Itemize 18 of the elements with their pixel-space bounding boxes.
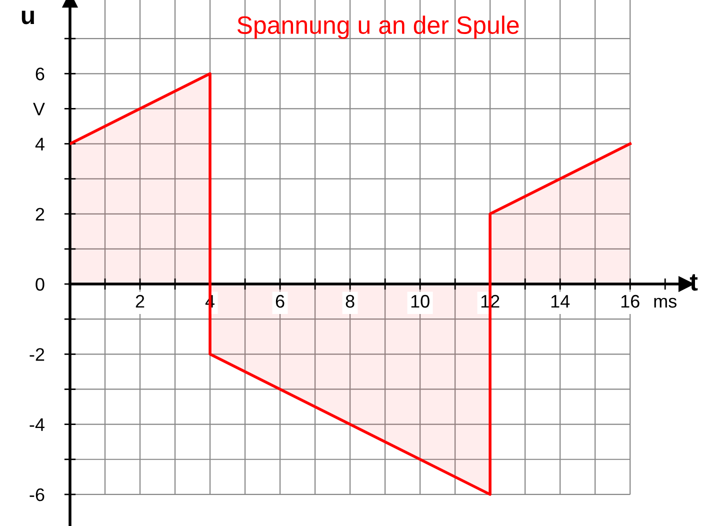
y-tick-label: -6: [30, 488, 44, 502]
x-tick-label: 6: [276, 294, 284, 308]
x-axis-title: t: [690, 274, 698, 291]
x-tick-label: ms: [654, 298, 676, 308]
y-tick-label: 0: [36, 278, 44, 291]
x-tick-label: 10: [411, 294, 430, 308]
y-tick-label: 6: [36, 68, 44, 80]
x-tick-label: 14: [551, 295, 570, 308]
x-tick-label: 2: [136, 294, 144, 308]
y-tick-label: -2: [30, 348, 44, 361]
y-tick-label: V: [33, 102, 45, 116]
y-tick-label: 2: [36, 208, 44, 220]
text: Spannung u an der Spule: [237, 16, 519, 39]
y-axis-title: u: [22, 10, 34, 24]
y-tick-label: 4: [35, 138, 44, 150]
x-tick-label: 8: [346, 294, 354, 308]
x-tick-label: 16: [621, 294, 640, 308]
y-tick-label: -4: [30, 418, 44, 431]
